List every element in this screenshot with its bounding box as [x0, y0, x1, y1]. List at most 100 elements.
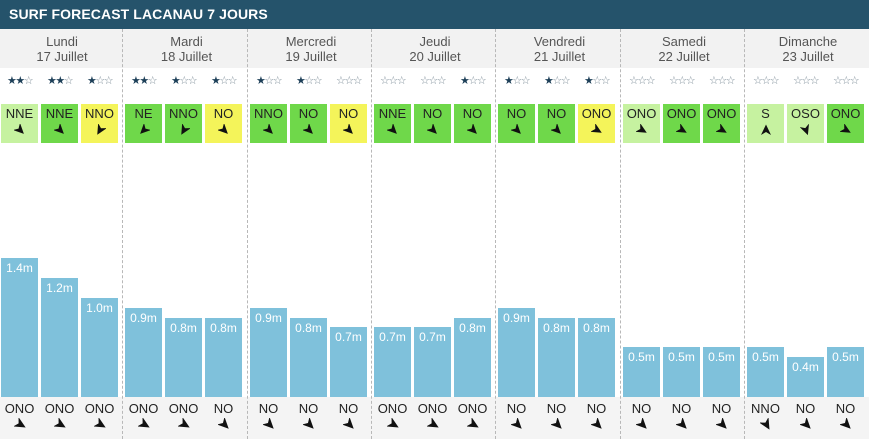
- day-header: Vendredi 21 Juillet: [497, 29, 622, 68]
- rating-stars: ★★☆: [41, 75, 78, 87]
- wave-height-label: 0.8m: [295, 321, 322, 335]
- wave-height-label: 0.7m: [379, 330, 406, 344]
- star-filled-icon: ★: [139, 75, 149, 87]
- star-empty-icon: ☆: [849, 75, 860, 87]
- swell-arrow-icon: [53, 418, 66, 428]
- swell-arrow-icon: [386, 418, 399, 428]
- wave-bar: 0.8m: [538, 318, 575, 397]
- day-separator: [371, 29, 372, 439]
- star-empty-icon: ☆: [809, 75, 820, 87]
- rating-stars: ☆☆☆: [827, 75, 864, 87]
- rating-stars: ☆☆☆: [330, 75, 367, 87]
- wind-arrow-icon: [715, 124, 727, 133]
- star-empty-icon: ☆: [841, 75, 851, 87]
- swell-arrow-icon: [93, 418, 106, 428]
- wind-box: NE: [125, 104, 162, 143]
- star-empty-icon: ☆: [685, 75, 696, 87]
- rating-stars: ☆☆☆: [703, 75, 740, 87]
- time-slot: ☆☆☆ ONO 0.5m NO: [827, 29, 864, 439]
- star-empty-icon: ☆: [179, 75, 189, 87]
- time-slot: ☆☆☆ NO 0.7m NO: [330, 29, 367, 439]
- day-name: Lundi: [46, 34, 78, 49]
- star-empty-icon: ☆: [352, 75, 363, 87]
- rating-stars: ★★☆: [125, 75, 162, 87]
- wind-arrow-icon: [635, 124, 647, 133]
- rating-stars: ★☆☆: [205, 75, 242, 87]
- rating-stars: ★☆☆: [250, 75, 287, 87]
- wind-box: NO: [205, 104, 242, 143]
- star-empty-icon: ☆: [272, 75, 283, 87]
- swell-arrow-icon: [177, 418, 190, 428]
- swell-direction: ONO: [457, 401, 488, 416]
- day-date: 20 Juillet: [409, 49, 461, 64]
- time-slot: ★☆☆ NO 0.8m ONO: [454, 29, 491, 439]
- rating-stars: ★☆☆: [454, 75, 491, 87]
- swell-arrow-icon: [759, 418, 769, 430]
- star-empty-icon: ☆: [419, 75, 430, 87]
- wind-box: NO: [454, 104, 491, 143]
- day-name: Vendredi: [533, 34, 586, 49]
- wind-arrow-icon: [839, 124, 851, 133]
- wave-height-label: 0.9m: [255, 311, 282, 325]
- wind-direction: NO: [506, 106, 527, 121]
- swell-direction: ONO: [377, 401, 408, 416]
- wind-direction: NO: [338, 106, 359, 121]
- star-empty-icon: ☆: [23, 75, 34, 87]
- wave-bar: 0.5m: [623, 347, 660, 397]
- star-empty-icon: ☆: [637, 75, 647, 87]
- wave-height-label: 0.5m: [752, 350, 779, 364]
- swell-direction: NO: [258, 401, 279, 416]
- swell-direction: NO: [338, 401, 359, 416]
- wind-box: NNE: [374, 104, 411, 143]
- star-empty-icon: ☆: [147, 75, 158, 87]
- swell-direction: ONO: [44, 401, 75, 416]
- wave-height-label: 0.7m: [335, 330, 362, 344]
- swell-strip: [373, 397, 497, 439]
- day-name: Samedi: [661, 34, 707, 49]
- wave-bar: 0.9m: [250, 308, 287, 397]
- wind-direction: OSO: [791, 106, 820, 121]
- rating-stars: ☆☆☆: [414, 75, 451, 87]
- wind-box: NNE: [1, 104, 38, 143]
- wind-box: ONO: [623, 104, 660, 143]
- day-date: 17 Juillet: [36, 49, 88, 64]
- day-separator: [495, 29, 496, 439]
- wind-direction: ONO: [706, 106, 737, 121]
- wind-direction: NO: [462, 106, 483, 121]
- wind-box: S: [747, 104, 784, 143]
- wave-height-label: 1.0m: [86, 301, 113, 315]
- star-empty-icon: ☆: [468, 75, 478, 87]
- wave-bar: 0.8m: [205, 318, 242, 397]
- day-date: 23 Juillet: [782, 49, 834, 64]
- day-column: Samedi 22 Juillet ☆☆☆ ONO 0.5m NO ☆☆☆ ONO 0.5m NO…: [622, 29, 746, 439]
- star-empty-icon: ☆: [592, 75, 602, 87]
- rating-stars: ☆☆☆: [787, 75, 824, 87]
- wind-box: NO: [330, 104, 367, 143]
- swell-arrow-icon: [635, 418, 647, 429]
- star-filled-icon: ★: [295, 75, 306, 87]
- wind-direction: NNO: [85, 106, 114, 121]
- star-filled-icon: ★: [46, 75, 57, 87]
- star-empty-icon: ☆: [379, 75, 390, 87]
- wave-height-label: 0.5m: [668, 350, 695, 364]
- wave-height-label: 0.8m: [170, 321, 197, 335]
- day-separator: [744, 29, 745, 439]
- wave-bar: 0.7m: [330, 327, 367, 397]
- swell-direction: ONO: [417, 401, 448, 416]
- rating-stars: ★☆☆: [81, 75, 118, 87]
- rating-stars: ★☆☆: [290, 75, 327, 87]
- wind-direction: ONO: [666, 106, 697, 121]
- swell-arrow-icon: [799, 418, 811, 429]
- swell-arrow-icon: [137, 418, 150, 428]
- wave-height-label: 1.4m: [6, 261, 33, 275]
- star-empty-icon: ☆: [436, 75, 447, 87]
- page-title: SURF FORECAST LACANAU 7 JOURS: [0, 0, 869, 29]
- swell-direction: NO: [671, 401, 692, 416]
- day-column: Jeudi 20 Juillet ☆☆☆ NNE 0.7m ONO ☆☆☆ NO 0.7m ONO…: [373, 29, 497, 439]
- star-empty-icon: ☆: [227, 75, 238, 87]
- star-empty-icon: ☆: [725, 75, 736, 87]
- rating-stars: ☆☆☆: [663, 75, 700, 87]
- rating-stars: ☆☆☆: [374, 75, 411, 87]
- wave-height-label: 0.8m: [210, 321, 237, 335]
- wind-arrow-icon: [13, 124, 24, 134]
